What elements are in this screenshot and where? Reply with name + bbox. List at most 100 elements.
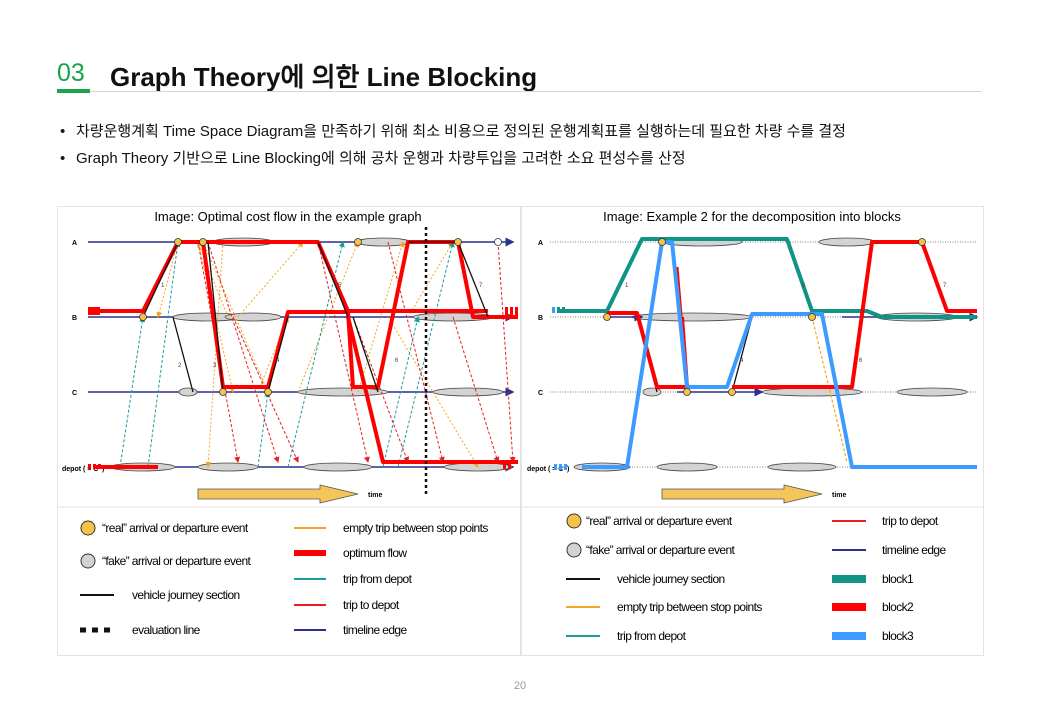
bullet-text: Graph Theory 기반으로 Line Blocking에 의해 공차 운… xyxy=(76,150,686,167)
time-label: time xyxy=(832,492,847,499)
title-accent-bar xyxy=(57,89,90,93)
trip-number: 5 xyxy=(802,283,806,289)
fake-event xyxy=(224,312,282,322)
real-event xyxy=(264,388,272,396)
left-figure-panel: Image: Optimal cost flow in the example … xyxy=(57,206,521,656)
page-title: Graph Theory에 의한 Line Blocking xyxy=(110,62,538,92)
trip-number: 1 xyxy=(161,283,165,289)
trip-number: 1 xyxy=(625,283,629,289)
section-header: 03 Graph Theory에 의한 Line Blocking xyxy=(57,55,982,95)
legend-label: “real” arrival or departure event xyxy=(586,514,733,528)
figure-caption: Image: Optimal cost flow in the example … xyxy=(154,209,421,224)
real-event xyxy=(918,238,926,246)
block3-path xyxy=(582,240,977,469)
trip-number: 4 xyxy=(276,358,280,364)
block1-path xyxy=(557,237,977,319)
time-arrow xyxy=(661,484,823,504)
row-label-depot: depot ( = C' ) xyxy=(527,466,569,473)
trip-numbers: 1 2 3 4 5 6 7 xyxy=(161,283,483,369)
real-event xyxy=(174,238,182,246)
right-figure-panel: Image: Example 2 for the decomposition i… xyxy=(521,206,984,656)
optimum-flow-path xyxy=(346,316,518,464)
bullet-dot: • xyxy=(60,150,66,167)
trip-number: 2 xyxy=(178,363,182,369)
trip-number: 5 xyxy=(338,283,342,289)
page-number: 20 xyxy=(513,680,527,692)
flow-dash-ends xyxy=(88,307,518,469)
legend-fake-event-icon xyxy=(566,542,582,558)
trip-numbers: 1 4 5 6 7 xyxy=(625,283,947,364)
real-event-markers xyxy=(603,238,926,396)
fake-event xyxy=(178,387,198,397)
real-event xyxy=(808,313,816,321)
real-event xyxy=(494,238,502,246)
row-label-a: A xyxy=(72,240,77,247)
timeline-edges xyxy=(607,312,979,397)
fake-event xyxy=(767,462,837,472)
real-event xyxy=(139,313,147,321)
real-event xyxy=(603,313,611,321)
real-event xyxy=(728,388,736,396)
legend-label: block3 xyxy=(882,629,914,643)
legend-label: block2 xyxy=(882,600,914,614)
row-label-c: C xyxy=(72,390,77,397)
bullet-text: 차량운행계획 Time Space Diagram을 만족하기 위해 최소 비용… xyxy=(76,123,846,140)
vehicle-journey-sections xyxy=(142,241,489,393)
left-figure: Image: Optimal cost flow in the example … xyxy=(58,209,520,637)
legend-label: trip from depot xyxy=(343,572,413,586)
fake-event xyxy=(297,387,389,397)
bullet-item: • Graph Theory 기반으로 Line Blocking에 의해 공차 … xyxy=(60,145,990,172)
real-event xyxy=(199,238,207,246)
legend-fake-event-icon xyxy=(80,553,96,569)
fake-event-ellipses xyxy=(110,237,513,472)
legend-label: vehicle journey section xyxy=(132,588,240,602)
legend-label: block1 xyxy=(882,572,914,586)
legend-real-event-icon xyxy=(566,513,582,529)
optimum-flow-path xyxy=(201,240,518,389)
legend-label: timeline edge xyxy=(343,623,408,637)
section-number: 03 xyxy=(57,59,85,87)
time-label: time xyxy=(368,492,383,499)
trip-number: 6 xyxy=(395,358,399,364)
trip-number: 3 xyxy=(213,363,217,369)
legend-label: “fake” arrival or departure event xyxy=(586,543,736,557)
fake-event xyxy=(896,387,968,397)
legend-label: “fake” arrival or departure event xyxy=(102,554,252,568)
real-event xyxy=(454,238,462,246)
trip-number: 7 xyxy=(479,283,483,289)
legend-label: empty trip between stop points xyxy=(617,600,762,614)
fake-event xyxy=(761,387,863,397)
bullet-dot: • xyxy=(60,123,66,140)
trip-number: 4 xyxy=(740,358,744,364)
legend-block1-icon xyxy=(832,575,866,583)
real-event xyxy=(354,238,362,246)
legend-label: empty trip between stop points xyxy=(343,521,488,535)
real-event xyxy=(683,388,691,396)
fake-event xyxy=(656,462,718,472)
bullet-item: • 차량운행계획 Time Space Diagram을 만족하기 위해 최소 비… xyxy=(60,118,990,145)
legend-label: “real” arrival or departure event xyxy=(102,521,249,535)
legend-label: trip from depot xyxy=(617,629,687,643)
legend-label: evaluation line xyxy=(132,623,201,637)
fake-event xyxy=(642,387,662,397)
row-label-c: C xyxy=(538,390,543,397)
legend-block2-icon xyxy=(832,603,866,611)
timeline-rows xyxy=(550,241,977,468)
fake-event xyxy=(197,462,259,472)
real-event-markers xyxy=(139,238,502,396)
row-label-b: B xyxy=(538,315,543,322)
fake-event xyxy=(303,462,373,472)
trip-number: 7 xyxy=(943,283,947,289)
fake-event xyxy=(818,237,876,247)
right-figure: Image: Example 2 for the decomposition i… xyxy=(522,209,983,643)
legend-block3-icon xyxy=(832,632,866,640)
figure-caption: Image: Example 2 for the decomposition i… xyxy=(603,209,901,224)
legend-label: timeline edge xyxy=(882,543,947,557)
fake-event xyxy=(443,462,513,472)
optimum-flow-paths xyxy=(93,240,518,469)
right-legend: “real” arrival or departure event “fake”… xyxy=(566,513,947,643)
timeline-edges xyxy=(88,237,515,472)
legend-label: trip to depot xyxy=(343,598,400,612)
legend-label: optimum flow xyxy=(343,546,407,560)
title-divider xyxy=(57,91,982,92)
